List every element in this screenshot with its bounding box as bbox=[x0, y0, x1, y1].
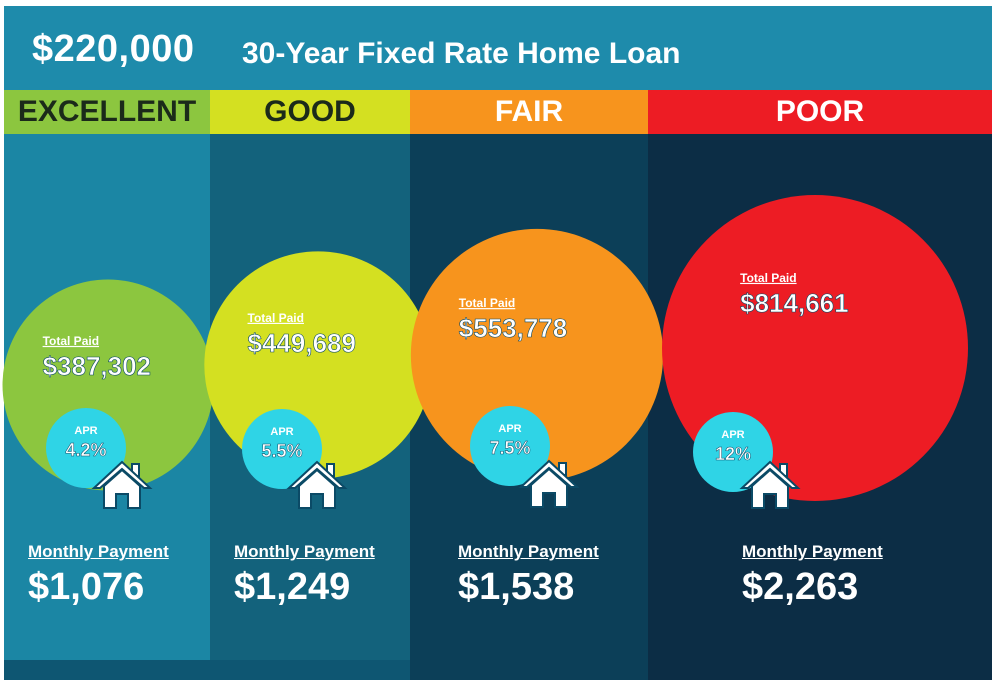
apr-label-good: APR bbox=[270, 426, 293, 438]
total-paid-value-poor: $814,661 bbox=[740, 288, 848, 318]
total-paid-label-good: Total Paid bbox=[248, 311, 304, 325]
apr-value-good: 5.5% bbox=[261, 441, 302, 461]
house-icon bbox=[518, 459, 580, 508]
right-edge bbox=[992, 6, 1000, 680]
header-poor: POOR bbox=[648, 90, 992, 134]
house-roof bbox=[286, 460, 348, 489]
house-body bbox=[103, 468, 141, 509]
loan-amount: $220,000 bbox=[32, 28, 195, 70]
monthly-payment-value-fair: $1,538 bbox=[458, 566, 575, 608]
total-paid-label-poor: Total Paid bbox=[740, 271, 796, 285]
monthly-payment-label-poor: Monthly Payment bbox=[742, 542, 883, 561]
house-roof bbox=[739, 460, 801, 489]
apr-value-poor: 12% bbox=[715, 444, 751, 464]
apr-value-excellent: 4.2% bbox=[65, 440, 106, 460]
monthly-payment-value-poor: $2,263 bbox=[742, 566, 859, 608]
house-roof bbox=[91, 460, 153, 489]
header-good: GOOD bbox=[210, 90, 410, 134]
header-excellent: EXCELLENT bbox=[4, 90, 210, 134]
apr-label-fair: APR bbox=[498, 423, 521, 435]
house-icon bbox=[286, 460, 348, 509]
house-body bbox=[298, 468, 336, 509]
apr-circle-fair bbox=[470, 406, 550, 486]
house-roof bbox=[518, 459, 580, 488]
header-fair: FAIR bbox=[410, 90, 648, 134]
title-bar: $220,000 30-Year Fixed Rate Home Loan bbox=[4, 6, 992, 90]
apr-circle-good bbox=[242, 409, 322, 489]
monthly-payment-label-good: Monthly Payment bbox=[234, 542, 375, 561]
apr-circle-excellent bbox=[46, 408, 126, 488]
total-paid-value-good: $449,689 bbox=[248, 328, 356, 358]
monthly-payment-label-excellent: Monthly Payment bbox=[28, 542, 169, 561]
apr-value-fair: 7.5% bbox=[489, 438, 530, 458]
total-paid-value-fair: $553,778 bbox=[459, 313, 567, 343]
monthly-payment-label-fair: Monthly Payment bbox=[458, 542, 599, 561]
apr-circle-poor bbox=[693, 412, 773, 492]
total-paid-label-excellent: Total Paid bbox=[43, 334, 99, 348]
bottom-strip bbox=[4, 660, 410, 680]
total-paid-bubble-fair bbox=[410, 228, 664, 482]
monthly-payment-value-good: $1,249 bbox=[234, 566, 351, 608]
apr-label-poor: APR bbox=[721, 429, 744, 441]
page-title: 30-Year Fixed Rate Home Loan bbox=[242, 37, 681, 70]
apr-label-excellent: APR bbox=[74, 425, 97, 437]
house-icon bbox=[91, 460, 153, 509]
total-paid-label-fair: Total Paid bbox=[459, 296, 515, 310]
house-icon bbox=[739, 460, 801, 509]
house-body bbox=[530, 467, 568, 508]
total-paid-value-excellent: $387,302 bbox=[43, 351, 151, 381]
house-body bbox=[751, 468, 789, 509]
monthly-payment-value-excellent: $1,076 bbox=[28, 566, 145, 608]
